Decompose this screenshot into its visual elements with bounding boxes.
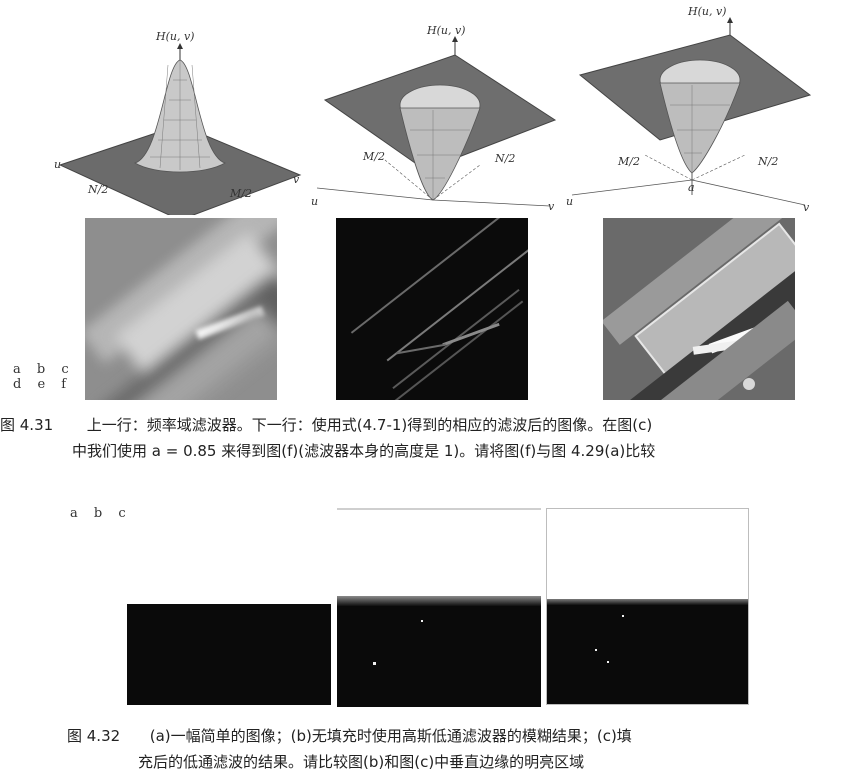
- plot-b-highpass: H(u, v) u v M/2 N/2: [305, 10, 565, 215]
- caption-number: 图 4.32: [67, 727, 121, 745]
- m-half-label: M/2: [362, 150, 385, 163]
- vertical-axis-label: H(u, v): [426, 24, 465, 37]
- n-half-label: N/2: [494, 152, 515, 165]
- v-axis-label: v: [548, 200, 555, 213]
- caption-line-1: (a)一幅简单的图像；(b)无填充时使用高斯低通滤波器的模糊结果；(c)填: [149, 727, 632, 745]
- panel-tags-top: a b c: [13, 362, 75, 377]
- v-axis-label: v: [803, 201, 810, 214]
- vertical-axis-label: H(u, v): [687, 5, 726, 18]
- caption-line-1: 上一行：频率域滤波器。下一行：使用式(4.7-1)得到的相应的滤波后的图像。在图…: [86, 416, 653, 434]
- plot-c-highfreq-emphasis: H(u, v) u v M/2 N/2 a: [560, 5, 820, 215]
- image-d-blurred: [85, 218, 277, 400]
- u-axis-label: u: [54, 158, 61, 171]
- a-height-label: a: [688, 181, 695, 194]
- caption-4-31-cont: 中我们使用 a = 0.85 来得到图(f)(滤波器本身的高度是 1)。请将图(…: [72, 442, 656, 460]
- plot-a-lowpass: H(u, v) u v N/2 M/2: [40, 25, 310, 215]
- u-axis-label: u: [311, 195, 318, 208]
- image-b-no-padding: [337, 508, 541, 707]
- n-half-label: N/2: [87, 183, 108, 196]
- m-half-label: M/2: [229, 187, 252, 200]
- u-axis-label: u: [566, 195, 573, 208]
- v-axis-label: v: [293, 173, 300, 186]
- image-e-highpass: [336, 218, 528, 400]
- caption-4-32-cont: 充后的低通滤波的结果。请比较图(b)和图(c)中垂直边缘的明亮区域: [138, 753, 585, 771]
- vertical-axis-label: H(u, v): [155, 30, 194, 43]
- image-a-simple: [127, 604, 331, 705]
- panel-tags-4-32: a b c: [70, 506, 132, 521]
- caption-number: 图 4.31: [0, 416, 54, 434]
- image-f-emphasis: [603, 218, 795, 400]
- n-half-label: N/2: [757, 155, 778, 168]
- caption-4-32: 图 4.32 (a)一幅简单的图像；(b)无填充时使用高斯低通滤波器的模糊结果；…: [67, 723, 632, 749]
- panel-tags-bottom: d e f: [13, 377, 73, 392]
- image-c-padded: [546, 508, 749, 705]
- m-half-label: M/2: [617, 155, 640, 168]
- caption-4-31: 图 4.31 上一行：频率域滤波器。下一行：使用式(4.7-1)得到的相应的滤波…: [0, 412, 652, 438]
